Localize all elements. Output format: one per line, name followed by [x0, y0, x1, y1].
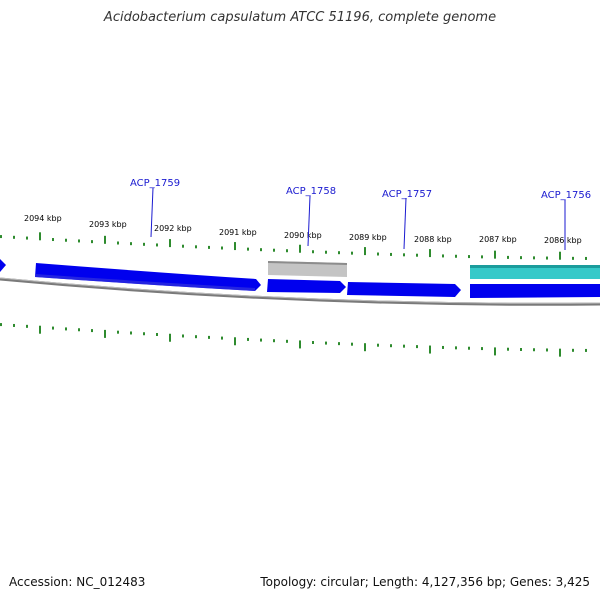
tick-label: 2088 kbp: [414, 235, 452, 244]
tick-label: 2087 kbp: [479, 235, 517, 244]
gene-arrow-acp-1758-cds[interactable]: [267, 279, 346, 293]
gene-label-lines: [150, 187, 566, 250]
gene-label-acp-1756[interactable]: ACP_1756: [541, 190, 591, 201]
scale-labels: 2094 kbp 2093 kbp 2092 kbp 2091 kbp 2090…: [24, 214, 582, 245]
tick-label: 2092 kbp: [154, 224, 192, 233]
genome-summary: Topology: circular; Length: 4,127,356 bp…: [260, 575, 590, 589]
tick-label: 2093 kbp: [89, 220, 127, 229]
gene-arrow-partial[interactable]: [0, 259, 6, 272]
gene-labels[interactable]: ACP_1759 ACP_1758 ACP_1757 ACP_1756: [130, 178, 591, 201]
tick-label: 2086 kbp: [544, 236, 582, 245]
tick-label: 2091 kbp: [219, 228, 257, 237]
inner-scale-ticks: [0, 323, 587, 357]
gene-box-acp-1756[interactable]: [470, 265, 600, 279]
accession-label: Accession: NC_012483: [9, 575, 146, 589]
map-title: Acidobacterium capsulatum ATCC 51196, co…: [103, 10, 497, 25]
tick-label: 2090 kbp: [284, 231, 322, 240]
genome-backbone: [0, 277, 600, 306]
outer-scale-ticks: [0, 232, 587, 260]
gene-arrow-acp-1757[interactable]: [347, 282, 461, 297]
gene-features[interactable]: [0, 259, 600, 298]
gene-label-acp-1759[interactable]: ACP_1759: [130, 178, 180, 189]
gene-label-acp-1758[interactable]: ACP_1758: [286, 186, 336, 197]
tick-label: 2089 kbp: [349, 233, 387, 242]
gene-arrow-acp-1756-cds[interactable]: [470, 284, 600, 298]
gene-arrow-acp-1759[interactable]: [35, 263, 261, 291]
tick-label: 2094 kbp: [24, 214, 62, 223]
gene-box-acp-1758[interactable]: [268, 261, 347, 277]
gene-label-acp-1757[interactable]: ACP_1757: [382, 189, 432, 200]
